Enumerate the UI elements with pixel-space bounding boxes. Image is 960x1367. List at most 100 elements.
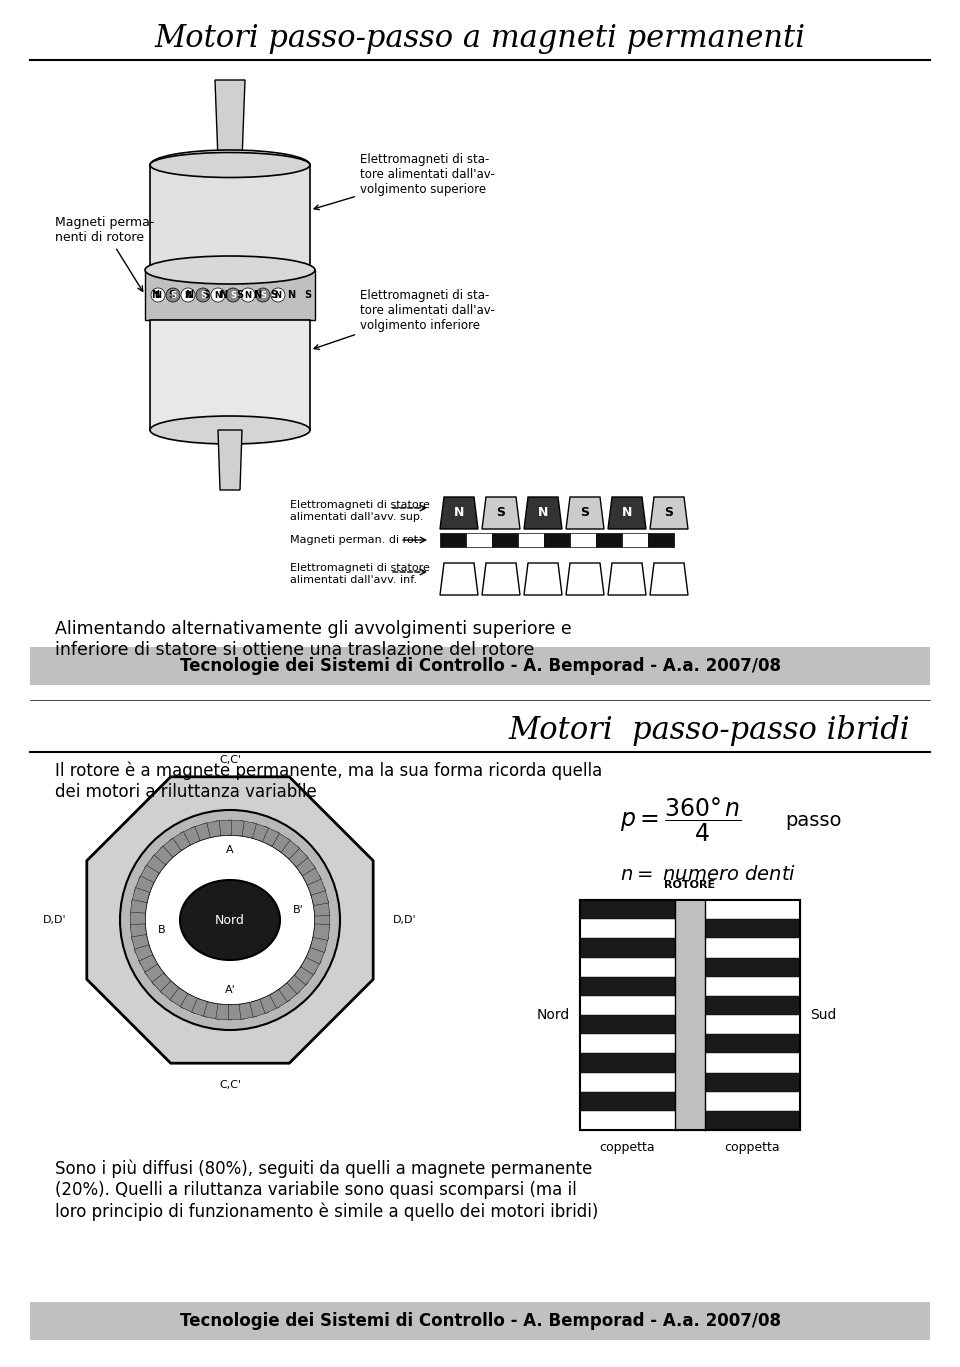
Polygon shape	[524, 498, 562, 529]
Text: Motori  passo-passo ibridi: Motori passo-passo ibridi	[509, 715, 910, 745]
Polygon shape	[192, 823, 210, 842]
Text: D,D': D,D'	[394, 915, 417, 925]
Polygon shape	[204, 820, 221, 838]
Text: $n = $ numero denti: $n = $ numero denti	[620, 865, 796, 884]
Text: S: S	[271, 290, 277, 299]
Polygon shape	[228, 820, 244, 835]
Polygon shape	[216, 820, 231, 835]
Polygon shape	[218, 431, 242, 489]
Polygon shape	[608, 563, 646, 595]
Bar	[648, 533, 674, 547]
Text: Alimentando alternativamente gli avvolgimenti superiore e
inferiore di statore s: Alimentando alternativamente gli avvolgi…	[55, 621, 572, 659]
Text: N: N	[252, 290, 261, 299]
Bar	[30, 647, 930, 685]
Text: S: S	[260, 291, 266, 299]
Bar	[705, 899, 800, 919]
Polygon shape	[524, 563, 562, 595]
Text: passo: passo	[785, 811, 842, 830]
Text: ROTORE: ROTORE	[664, 880, 715, 890]
Polygon shape	[301, 956, 322, 975]
Polygon shape	[260, 994, 279, 1013]
Text: N: N	[275, 291, 281, 299]
Bar	[544, 533, 570, 547]
Polygon shape	[131, 899, 147, 916]
Ellipse shape	[150, 416, 310, 444]
Polygon shape	[132, 935, 150, 953]
Text: N: N	[622, 507, 633, 519]
Polygon shape	[216, 1005, 231, 1020]
Ellipse shape	[180, 880, 280, 960]
Polygon shape	[131, 912, 145, 928]
Text: N: N	[219, 290, 228, 299]
Bar	[705, 1016, 800, 1035]
Text: N: N	[454, 507, 465, 519]
Polygon shape	[139, 865, 159, 886]
Polygon shape	[482, 498, 520, 529]
Text: S: S	[170, 291, 176, 299]
Polygon shape	[310, 887, 328, 905]
Polygon shape	[301, 865, 322, 886]
Bar	[596, 533, 622, 547]
Polygon shape	[270, 988, 290, 1009]
Bar	[675, 899, 705, 1131]
Circle shape	[226, 288, 240, 302]
Bar	[705, 957, 800, 976]
Bar	[580, 995, 675, 1016]
Text: S: S	[304, 290, 312, 299]
Text: Sud: Sud	[810, 1007, 836, 1023]
Polygon shape	[440, 498, 478, 529]
Polygon shape	[160, 838, 181, 858]
Polygon shape	[482, 563, 520, 595]
Bar	[705, 1035, 800, 1054]
Text: Sono i più diffusi (80%), seguiti da quelli a magnete permanente
(20%). Quelli a: Sono i più diffusi (80%), seguiti da que…	[55, 1161, 598, 1221]
Polygon shape	[180, 827, 200, 846]
Polygon shape	[306, 945, 325, 964]
Polygon shape	[313, 924, 330, 940]
Polygon shape	[315, 912, 329, 928]
Polygon shape	[170, 831, 190, 852]
Text: Tecnologie dei Sistemi di Controllo - A. Bemporad - A.a. 2007/08: Tecnologie dei Sistemi di Controllo - A.…	[180, 1312, 780, 1330]
Circle shape	[120, 811, 340, 1029]
Text: N: N	[185, 290, 193, 299]
Polygon shape	[86, 776, 373, 1064]
Polygon shape	[145, 271, 315, 320]
Polygon shape	[152, 973, 173, 994]
Text: A': A'	[225, 986, 235, 995]
Text: Nord: Nord	[215, 913, 245, 927]
Polygon shape	[145, 854, 165, 876]
Ellipse shape	[150, 150, 310, 180]
Text: Nord: Nord	[537, 1007, 570, 1023]
Bar	[580, 976, 675, 995]
Bar	[580, 1016, 675, 1035]
Polygon shape	[139, 956, 159, 975]
Circle shape	[271, 288, 285, 302]
Bar	[580, 919, 675, 938]
Polygon shape	[250, 998, 269, 1017]
Text: C,C': C,C'	[219, 1080, 241, 1089]
Text: S: S	[230, 291, 236, 299]
Text: N: N	[214, 291, 222, 299]
Bar	[705, 1092, 800, 1111]
Bar	[580, 1073, 675, 1092]
Polygon shape	[145, 964, 165, 986]
Circle shape	[196, 288, 210, 302]
Polygon shape	[239, 820, 256, 838]
Text: coppetta: coppetta	[600, 1141, 656, 1155]
Text: coppetta: coppetta	[725, 1141, 780, 1155]
Circle shape	[151, 288, 165, 302]
Polygon shape	[295, 854, 315, 876]
Polygon shape	[228, 1005, 244, 1020]
Polygon shape	[650, 563, 688, 595]
Circle shape	[256, 288, 270, 302]
Polygon shape	[260, 827, 279, 846]
Polygon shape	[566, 498, 604, 529]
Text: C,C': C,C'	[219, 755, 241, 766]
Bar	[580, 899, 800, 1131]
Bar	[580, 1092, 675, 1111]
Circle shape	[166, 288, 180, 302]
Polygon shape	[152, 846, 173, 867]
Polygon shape	[270, 831, 290, 852]
Polygon shape	[180, 994, 200, 1013]
Bar	[580, 957, 675, 976]
Circle shape	[241, 288, 255, 302]
